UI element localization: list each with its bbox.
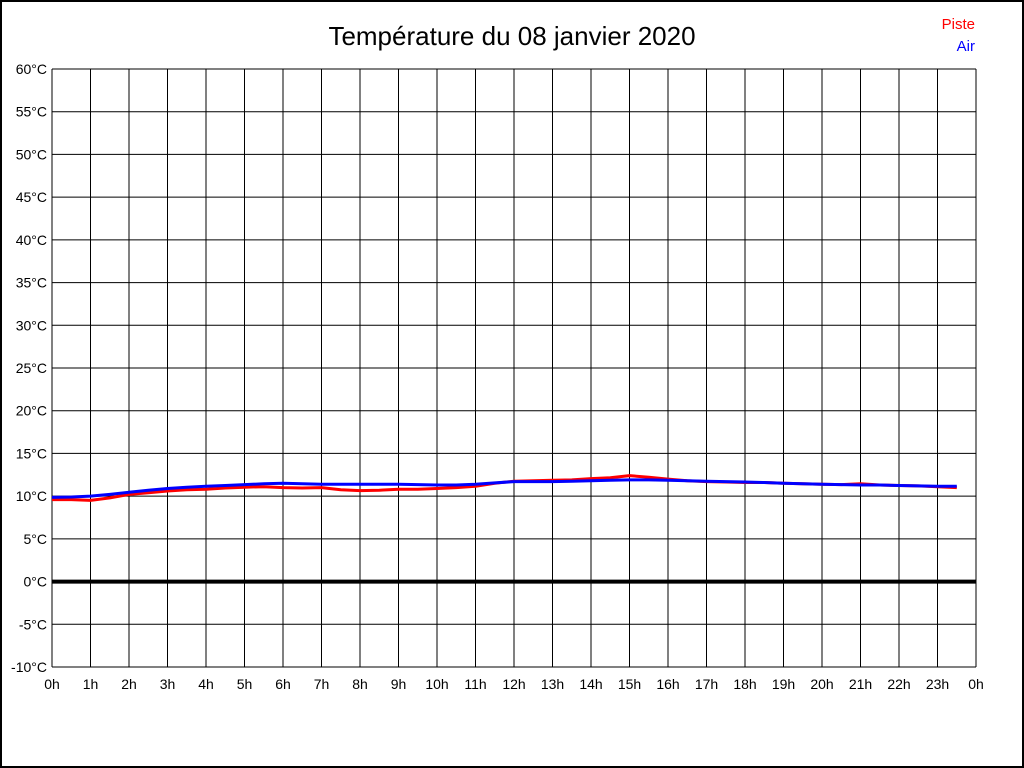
x-tick-label: 0h — [44, 676, 60, 692]
y-tick-label: 50°C — [16, 146, 47, 162]
legend: Piste Air — [942, 14, 975, 58]
y-tick-label: -5°C — [19, 616, 47, 632]
y-tick-label: -10°C — [11, 659, 47, 675]
x-tick-label: 0h — [968, 676, 984, 692]
x-tick-label: 16h — [656, 676, 679, 692]
x-tick-label: 14h — [579, 676, 602, 692]
x-tick-label: 10h — [425, 676, 448, 692]
x-tick-label: 19h — [772, 676, 795, 692]
x-tick-label: 21h — [849, 676, 872, 692]
x-tick-label: 12h — [502, 676, 525, 692]
axis-tick-labels: 60°C 55°C 50°C 45°C 40°C 35°C 30°C 25°C 20°C 15°C… — [11, 61, 984, 692]
legend-item-air: Air — [942, 36, 975, 58]
y-tick-label: 20°C — [16, 403, 47, 419]
x-tick-label: 11h — [464, 676, 486, 692]
chart-title: Température du 08 janvier 2020 — [328, 21, 696, 51]
x-tick-label: 6h — [275, 676, 291, 692]
x-tick-label: 22h — [887, 676, 910, 692]
y-tick-label: 5°C — [24, 531, 48, 547]
y-tick-label: 10°C — [16, 488, 47, 504]
y-tick-label: 0°C — [24, 574, 48, 590]
x-tick-label: 20h — [810, 676, 833, 692]
y-tick-label: 55°C — [16, 104, 47, 120]
x-tick-label: 8h — [352, 676, 368, 692]
x-tick-label: 2h — [121, 676, 137, 692]
y-tick-label: 35°C — [16, 275, 47, 291]
legend-item-piste: Piste — [942, 14, 975, 36]
air-line — [51, 478, 957, 499]
x-tick-label: 17h — [695, 676, 718, 692]
x-tick-label: 23h — [926, 676, 949, 692]
x-tick-label: 3h — [160, 676, 176, 692]
y-tick-label: 60°C — [16, 61, 47, 77]
legend-air-label: Air — [956, 38, 975, 55]
x-tick-label: 1h — [83, 676, 99, 692]
x-tick-label: 7h — [314, 676, 330, 692]
y-tick-label: 45°C — [16, 189, 47, 205]
y-tick-label: 30°C — [16, 317, 47, 333]
x-tick-label: 5h — [237, 676, 253, 692]
y-tick-label: 15°C — [16, 445, 47, 461]
x-tick-label: 4h — [198, 676, 214, 692]
y-tick-label: 40°C — [16, 232, 47, 248]
x-tick-label: 18h — [733, 676, 756, 692]
x-tick-label: 13h — [541, 676, 564, 692]
data-series — [51, 474, 957, 502]
y-tick-label: 25°C — [16, 360, 47, 376]
x-tick-label: 9h — [391, 676, 407, 692]
gridlines — [51, 68, 977, 668]
x-tick-label: 15h — [618, 676, 641, 692]
legend-piste-label: Piste — [941, 16, 975, 33]
